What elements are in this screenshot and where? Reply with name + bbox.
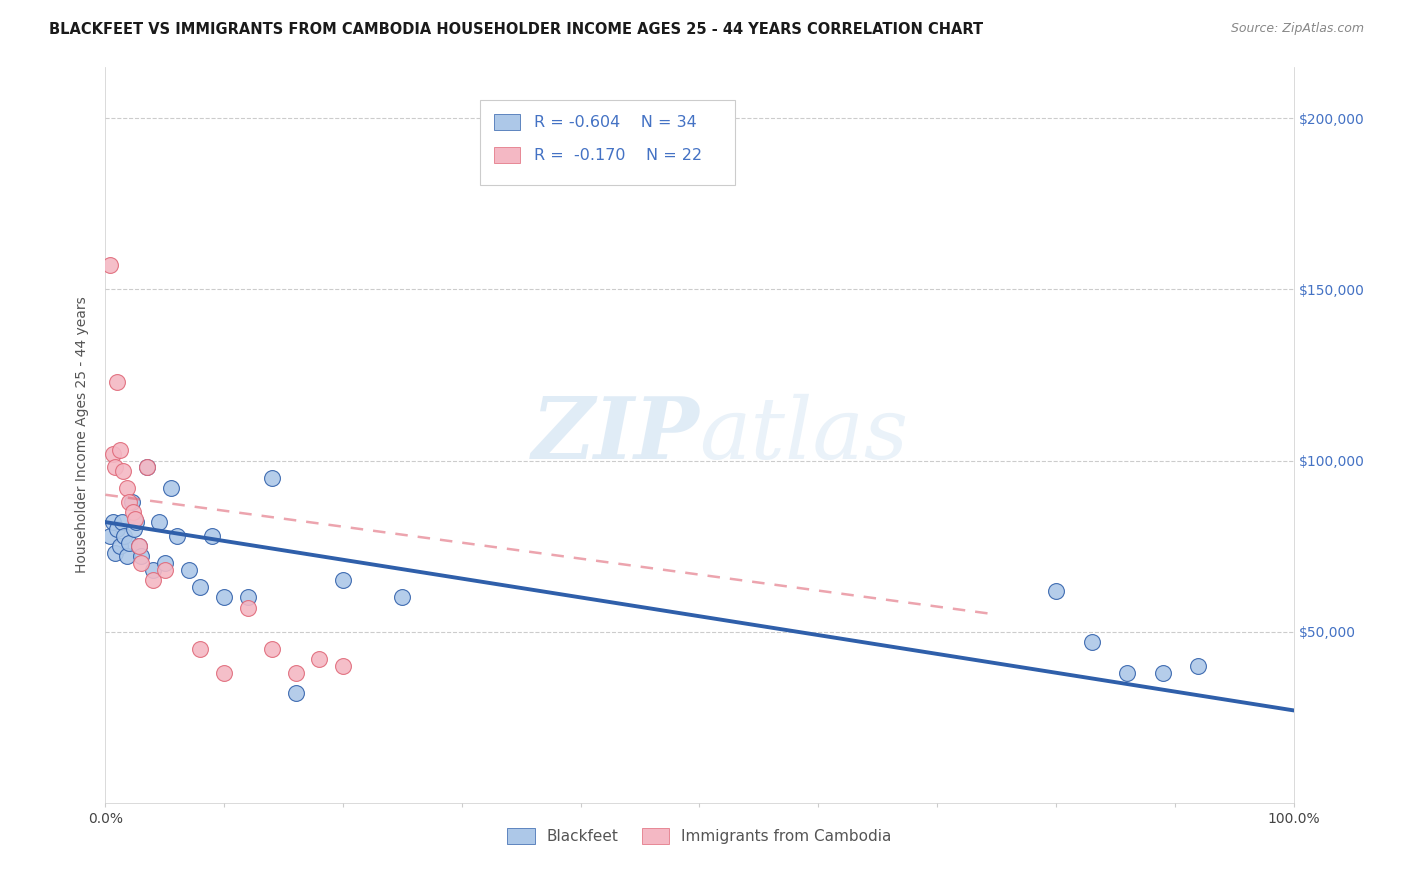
Point	[105, 375, 128, 389]
Point	[1080, 635, 1102, 649]
Point	[153, 556, 176, 570]
Point	[129, 549, 152, 564]
FancyBboxPatch shape	[494, 114, 520, 130]
Point	[101, 447, 124, 461]
Point	[1152, 665, 1174, 680]
Point	[284, 665, 307, 680]
Point	[111, 515, 134, 529]
Point	[1116, 665, 1139, 680]
Point	[122, 522, 145, 536]
Point	[114, 529, 136, 543]
Point	[136, 460, 159, 475]
Point	[124, 512, 146, 526]
Point	[201, 529, 224, 543]
Point	[166, 529, 188, 543]
Text: ZIP: ZIP	[531, 393, 700, 476]
Point	[284, 686, 307, 700]
Point	[260, 470, 283, 484]
Text: R =  -0.170    N = 22: R = -0.170 N = 22	[534, 148, 703, 162]
Point	[214, 665, 236, 680]
Point	[332, 659, 354, 673]
Point	[98, 259, 121, 273]
Point	[142, 574, 165, 588]
Point	[236, 600, 259, 615]
Point	[1045, 583, 1067, 598]
Point	[121, 505, 143, 519]
Point	[118, 535, 141, 549]
Point	[118, 494, 141, 508]
Point	[101, 515, 124, 529]
Point	[153, 563, 176, 577]
Point	[121, 494, 143, 508]
Point	[391, 591, 413, 605]
Point	[115, 549, 138, 564]
Text: atlas: atlas	[700, 393, 908, 476]
FancyBboxPatch shape	[494, 147, 520, 163]
Point	[214, 591, 236, 605]
Text: Source: ZipAtlas.com: Source: ZipAtlas.com	[1230, 22, 1364, 36]
Legend: Blackfeet, Immigrants from Cambodia: Blackfeet, Immigrants from Cambodia	[501, 822, 898, 850]
Point	[98, 529, 121, 543]
Point	[112, 464, 135, 478]
Point	[108, 539, 131, 553]
Point	[129, 556, 152, 570]
FancyBboxPatch shape	[479, 100, 735, 185]
Point	[332, 574, 354, 588]
Point	[159, 481, 181, 495]
Point	[190, 641, 212, 656]
Point	[308, 652, 330, 666]
Point	[142, 563, 165, 577]
Y-axis label: Householder Income Ages 25 - 44 years: Householder Income Ages 25 - 44 years	[76, 296, 90, 574]
Point	[105, 522, 128, 536]
Text: BLACKFEET VS IMMIGRANTS FROM CAMBODIA HOUSEHOLDER INCOME AGES 25 - 44 YEARS CORR: BLACKFEET VS IMMIGRANTS FROM CAMBODIA HO…	[49, 22, 983, 37]
Point	[108, 443, 131, 458]
Point	[177, 563, 200, 577]
Point	[104, 546, 127, 560]
Point	[115, 481, 138, 495]
Point	[128, 539, 150, 553]
Text: R = -0.604    N = 34: R = -0.604 N = 34	[534, 114, 697, 129]
Point	[148, 515, 170, 529]
Point	[260, 641, 283, 656]
Point	[104, 460, 127, 475]
Point	[125, 515, 148, 529]
Point	[136, 460, 159, 475]
Point	[1187, 659, 1209, 673]
Point	[236, 591, 259, 605]
Point	[190, 580, 212, 594]
Point	[128, 539, 150, 553]
